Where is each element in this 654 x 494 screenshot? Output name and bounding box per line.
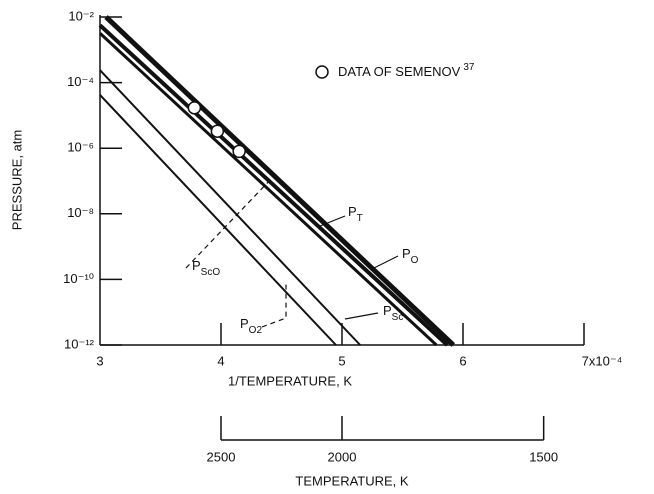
data-point — [210, 124, 225, 138]
series-label-sub: Sc — [392, 312, 404, 323]
x-tick-label: 4 — [217, 353, 224, 368]
series-label-main: P — [240, 316, 249, 331]
x-tick-label: 5 — [338, 353, 345, 368]
label-leader — [319, 215, 346, 227]
series-label: PT — [348, 204, 363, 223]
series-label-main: P — [383, 303, 392, 318]
label-leader — [344, 312, 379, 320]
series-line — [99, 69, 361, 346]
label-leader — [261, 282, 287, 328]
x-axis-label: 1/TEMPERATURE, K — [228, 373, 352, 388]
x-tick-label: 3 — [96, 353, 103, 368]
series-line — [99, 94, 337, 346]
series-label: PO2 — [240, 316, 262, 335]
series-line — [98, 23, 449, 347]
data-point — [232, 144, 246, 159]
series-label-main: P — [348, 204, 357, 219]
legend-name: DATA OF SEMENOV — [338, 64, 461, 79]
temperature-tick-label: 2000 — [328, 449, 357, 464]
y-tick-label: 10⁻⁸ — [67, 205, 94, 220]
y-tick-label: 10⁻⁶ — [67, 140, 94, 155]
series-label-sub: T — [357, 213, 363, 224]
series-label-sub: ScO — [201, 267, 221, 278]
series-label-main: P — [402, 246, 411, 261]
series-label: PScO — [192, 258, 220, 277]
series-line — [98, 32, 438, 347]
x-tick-label: 7x10⁻⁴ — [582, 353, 623, 368]
legend-ref: 37 — [463, 62, 475, 73]
temperature-tick-label: 1500 — [529, 449, 558, 464]
y-tick-label: 10⁻¹⁰ — [63, 271, 94, 286]
y-axis-label: PRESSURE, atm — [9, 130, 24, 230]
series-label-sub: O2 — [249, 325, 263, 336]
label-leader — [185, 177, 273, 269]
temperature-axis-label: TEMPERATURE, K — [295, 473, 408, 488]
series-line — [104, 15, 456, 347]
y-tick-label: 10⁻¹² — [64, 336, 95, 351]
series-label-sub: O — [411, 255, 419, 266]
series-label-main: P — [192, 258, 201, 273]
data-point — [187, 101, 202, 115]
legend-text: DATA OF SEMENOV 37 — [338, 62, 475, 80]
y-tick-label: 10⁻⁴ — [67, 74, 94, 89]
x-tick-label: 6 — [459, 353, 466, 368]
series-label: PO — [402, 246, 419, 265]
temperature-tick-label: 2500 — [207, 449, 236, 464]
series-label: PSc — [383, 303, 403, 322]
legend-marker — [315, 65, 329, 79]
y-tick-label: 10⁻² — [68, 8, 94, 23]
label-leader — [373, 255, 399, 269]
